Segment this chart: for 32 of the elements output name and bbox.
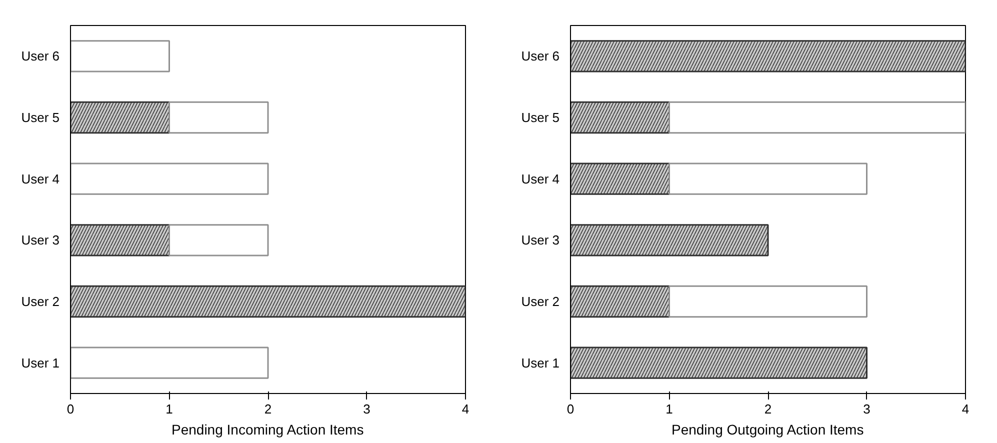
bar [168, 101, 269, 134]
y-tick-label: User 5 [521, 110, 560, 125]
y-tick-label: User 4 [21, 171, 60, 186]
bar [168, 224, 269, 256]
y-tick-label: User 3 [21, 232, 60, 248]
bar [668, 162, 868, 195]
y-tick-label: User 2 [21, 294, 60, 309]
x-tick-label: 0 [566, 402, 574, 416]
x-tick-label: 1 [166, 402, 173, 416]
x-axis-title: Pending Incoming Action Items [172, 422, 364, 438]
y-tick-label: User 6 [21, 48, 60, 64]
y-tick-label: User 2 [521, 294, 560, 309]
x-tick-label: 4 [962, 402, 970, 416]
y-tick-label: User 4 [521, 171, 560, 186]
bar [668, 101, 966, 134]
x-tick-label: 2 [764, 402, 772, 416]
bar [70, 40, 170, 72]
y-tick-label: User 6 [521, 48, 560, 64]
x-tick-label: 1 [666, 402, 673, 416]
y-tick-label: User 1 [21, 355, 60, 370]
y-tick-label: User 1 [521, 355, 560, 370]
x-tick-label: 2 [264, 402, 272, 416]
x-tick-label: 3 [863, 402, 870, 416]
y-tick-label: User 3 [521, 232, 560, 248]
x-tick-label: 3 [363, 402, 370, 416]
x-tick-label: 0 [66, 402, 74, 416]
bar [70, 346, 269, 379]
bar [668, 285, 868, 318]
y-tick-label: User 5 [21, 110, 60, 125]
x-tick-label: 4 [462, 402, 470, 416]
bar [70, 162, 269, 195]
x-axis-title: Pending Outgoing Action Items [671, 422, 864, 438]
